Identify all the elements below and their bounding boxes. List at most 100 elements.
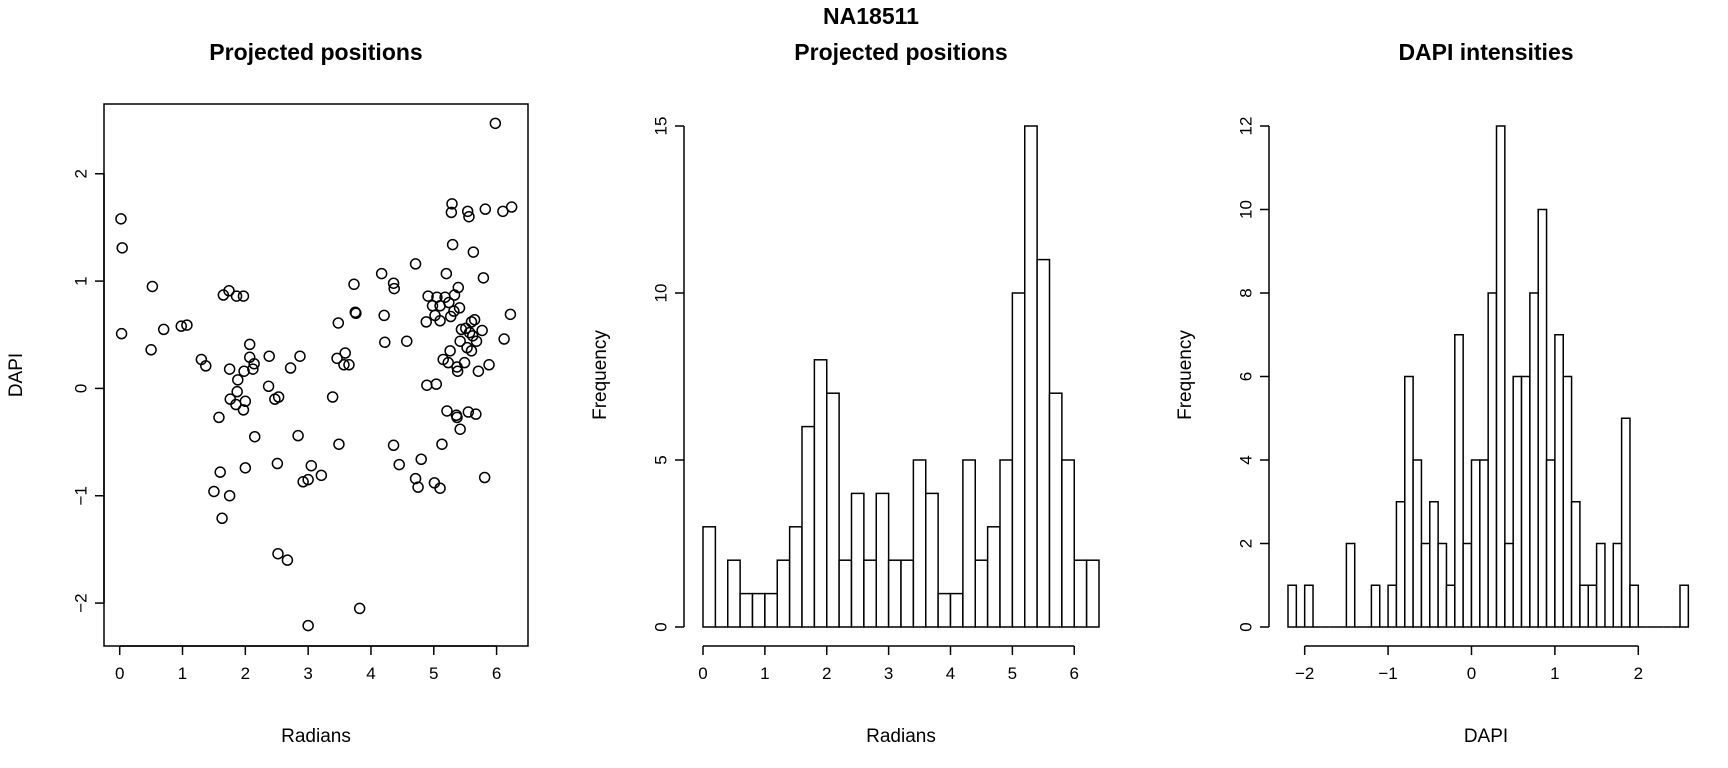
scatter-point: [338, 359, 350, 371]
dapi-histogram-bar: [1512, 375, 1523, 628]
scatter-point: [430, 378, 443, 390]
y-tick-label: −2: [71, 593, 90, 612]
scatter-point: [467, 246, 480, 258]
radians-histogram-bars: [702, 125, 1100, 628]
scatter-x-label: Radians: [281, 726, 351, 747]
scatter-point: [477, 272, 490, 284]
scatter-point: [292, 429, 304, 442]
scatter-point: [434, 482, 446, 494]
x-tick-label: 4: [366, 664, 375, 683]
radians-histogram-bar: [1048, 392, 1063, 628]
radians-histogram-bar: [900, 559, 915, 628]
dapi-histogram-x-axis: −2 −1 0 1 2: [1295, 645, 1643, 683]
radians-histogram-bar: [962, 459, 976, 628]
scatter-point: [115, 327, 128, 340]
scatter-point: [436, 438, 448, 450]
radians-histogram-bar: [764, 592, 778, 628]
y-tick-label: 0: [1236, 622, 1255, 631]
dapi-histogram-bar: [1370, 584, 1381, 628]
dapi-histogram-bar: [1629, 584, 1640, 628]
x-tick-label: 6: [492, 664, 501, 683]
x-tick-label: 3: [884, 664, 893, 683]
scatter-point: [415, 453, 427, 466]
dapi-histogram-bar: [1345, 542, 1356, 628]
radians-histogram-bar: [801, 425, 816, 628]
x-tick-label: 2: [822, 664, 831, 683]
scatter-point: [463, 210, 475, 223]
dapi-histogram-bar: [1479, 459, 1489, 628]
dapi-histogram-bar: [1595, 542, 1606, 628]
radians-histogram-y-label: Frequency: [590, 330, 611, 420]
dapi-histogram-bar: [1395, 501, 1406, 628]
scatter-point: [452, 281, 465, 294]
scatter-point: [462, 406, 475, 418]
x-tick-label: −2: [1295, 664, 1314, 683]
scatter-point: [461, 205, 474, 218]
radians-histogram-bar: [1061, 459, 1075, 628]
radians-histogram-bar: [1036, 258, 1051, 628]
scatter-point: [388, 282, 400, 295]
scatter-point: [387, 439, 400, 452]
dapi-histogram-bar: [1612, 542, 1623, 628]
x-tick-label: 0: [698, 664, 707, 683]
dapi-histogram-bar: [1412, 459, 1423, 628]
radians-histogram-x-axis: 0 1 2 3 4 5 6: [698, 645, 1079, 683]
radians-histogram-bar: [1011, 292, 1026, 628]
radians-histogram-bar: [875, 492, 890, 628]
radians-histogram-bar: [863, 559, 877, 628]
scatter-point: [146, 280, 159, 293]
scatter-point: [379, 336, 391, 349]
radians-histogram-bar: [1073, 559, 1088, 628]
radians-histogram-title: Projected positions: [794, 39, 1007, 65]
scatter-point: [465, 345, 478, 357]
scatter-point: [230, 290, 243, 302]
scatter-point: [214, 466, 226, 478]
x-tick-label: 3: [303, 664, 312, 683]
radians-histogram-bar: [776, 559, 791, 628]
scatter-point: [239, 395, 252, 408]
x-tick-label: −1: [1378, 664, 1397, 683]
radians-histogram-bar: [949, 592, 964, 628]
dapi-histogram-x-label: DAPI: [1464, 726, 1508, 747]
dapi-histogram-bar: [1537, 208, 1548, 628]
scatter-point: [249, 430, 261, 443]
scatter-point: [216, 512, 228, 525]
scatter-point: [504, 308, 517, 321]
radians-histogram-bar: [974, 559, 989, 628]
radians-histogram-bar: [739, 592, 754, 628]
dapi-histogram-bar: [1545, 459, 1556, 628]
y-tick-label: 0: [71, 384, 90, 393]
y-tick-label: 15: [651, 117, 670, 136]
scatter-point: [478, 471, 491, 484]
scatter-point: [297, 476, 309, 488]
scatter-point: [223, 489, 236, 502]
radians-histogram-bar: [1024, 125, 1038, 628]
radians-histogram-bar: [838, 559, 853, 628]
figure-title: NA18511: [823, 3, 919, 29]
dapi-histogram-bar: [1420, 542, 1431, 628]
dapi-histogram-bar: [1570, 501, 1581, 628]
dapi-histogram-bar: [1387, 584, 1398, 628]
scatter-point: [448, 305, 460, 317]
scatter-point: [353, 602, 366, 615]
x-tick-label: 5: [1008, 664, 1017, 683]
x-tick-label: 5: [429, 664, 438, 683]
scatter-point: [237, 404, 250, 416]
radians-histogram-x-label: Radians: [866, 726, 936, 747]
radians-histogram-bar: [937, 592, 952, 628]
scatter-point: [441, 405, 453, 417]
scatter-point: [470, 408, 482, 420]
dapi-histogram-bar: [1462, 542, 1473, 628]
x-tick-label: 1: [760, 664, 769, 683]
scatter-point: [393, 458, 405, 471]
scatter-point: [412, 481, 424, 493]
dapi-histogram-bar: [1429, 501, 1439, 628]
scatter-point: [428, 477, 441, 489]
dapi-histogram-bar: [1554, 334, 1564, 628]
radians-histogram-bar: [788, 526, 803, 628]
dapi-histogram-bar: [1579, 584, 1590, 628]
scatter-point: [401, 335, 413, 347]
scatter-point: [284, 362, 297, 374]
scatter-point: [454, 335, 466, 347]
radians-histogram-bar: [850, 492, 865, 628]
